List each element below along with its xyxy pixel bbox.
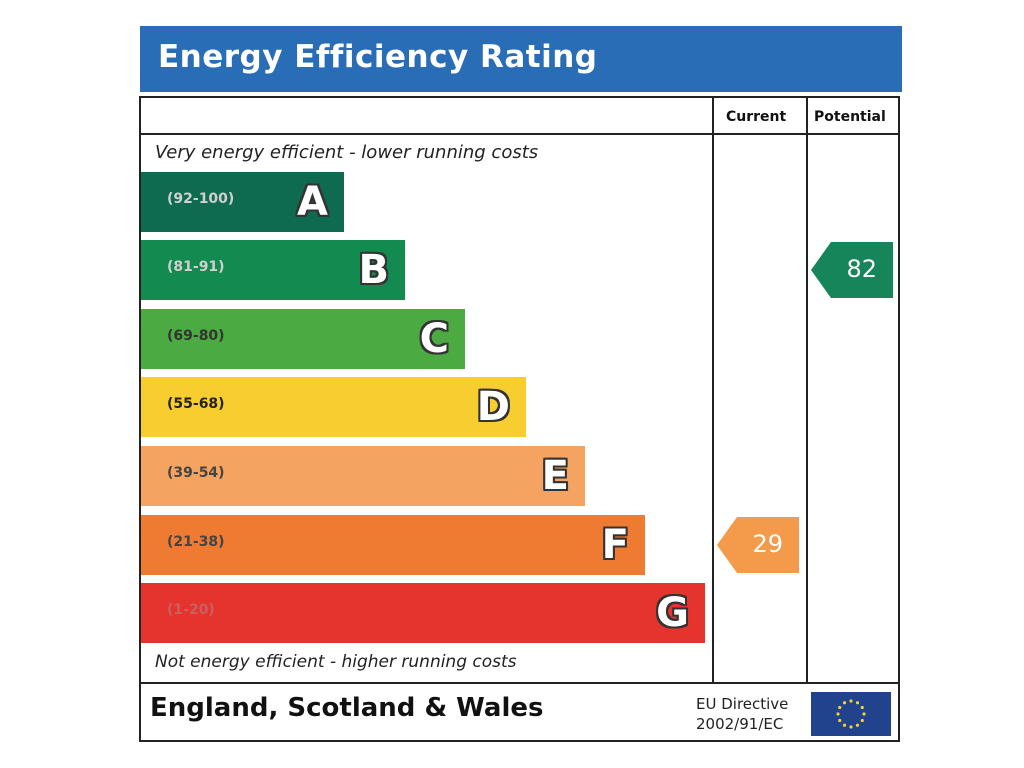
flag-star <box>838 705 842 710</box>
band-letter: G <box>656 590 689 636</box>
potential-rating-marker: 82 <box>811 240 893 300</box>
flag-star <box>836 712 840 716</box>
band-b: (81-91) B <box>141 240 405 300</box>
potential-rating-value: 82 <box>846 255 877 283</box>
flag-star <box>849 699 853 703</box>
column-current-header: Current <box>726 109 787 125</box>
band-a: (92-100) A <box>141 172 344 232</box>
band-range-label: (92-100) <box>167 191 235 207</box>
band-range-label: (69-80) <box>167 328 225 344</box>
flag-star <box>860 705 864 710</box>
band-range-label: (81-91) <box>167 259 225 275</box>
title-bar: Energy Efficiency Rating <box>140 26 902 92</box>
band-range-label: (55-68) <box>167 396 225 412</box>
band-e: (39-54) E <box>141 446 585 506</box>
band-c: (69-80) C <box>141 309 465 369</box>
band-letter: F <box>601 522 629 568</box>
band-range-label: (1-20) <box>167 602 215 618</box>
band-g: (1-20) G <box>141 583 705 643</box>
current-rating-marker: 29 <box>717 515 799 575</box>
band-letter: C <box>419 316 449 362</box>
caption-not-efficient: Not energy efficient - higher running co… <box>155 652 517 672</box>
divider-potential-left <box>806 98 808 684</box>
flag-star <box>862 712 866 716</box>
flag-star <box>860 718 864 723</box>
eu-flag-icon <box>811 692 891 736</box>
flag-star <box>842 723 847 727</box>
flag-star <box>855 723 860 727</box>
header-divider <box>141 133 898 135</box>
footer-divider <box>141 682 898 684</box>
band-range-label: (21-38) <box>167 534 225 550</box>
flag-star <box>855 701 860 705</box>
caption-very-efficient: Very energy efficient - lower running co… <box>155 142 539 163</box>
chart-title: Energy Efficiency Rating <box>158 39 598 75</box>
band-letter: A <box>297 179 328 225</box>
flag-star <box>849 725 853 729</box>
current-arrow-shape <box>717 517 799 573</box>
eu-directive-line2: 2002/91/EC <box>696 715 784 733</box>
band-d: (55-68) D <box>141 377 526 437</box>
rating-frame <box>139 96 900 742</box>
column-potential-header: Potential <box>814 109 886 125</box>
footer-region: England, Scotland & Wales <box>150 693 544 723</box>
band-letter: D <box>476 384 510 430</box>
current-rating-value: 29 <box>752 530 783 558</box>
band-letter: E <box>541 453 569 499</box>
eu-directive: EU Directive 2002/91/EC <box>696 694 788 734</box>
band-range-label: (39-54) <box>167 465 225 481</box>
potential-arrow-shape <box>811 242 893 298</box>
flag-star <box>838 718 842 723</box>
divider-current-left <box>712 98 714 684</box>
eu-directive-line1: EU Directive <box>696 695 789 713</box>
band-f: (21-38) F <box>141 515 645 575</box>
flag-star <box>842 701 847 705</box>
band-letter: B <box>358 247 390 293</box>
